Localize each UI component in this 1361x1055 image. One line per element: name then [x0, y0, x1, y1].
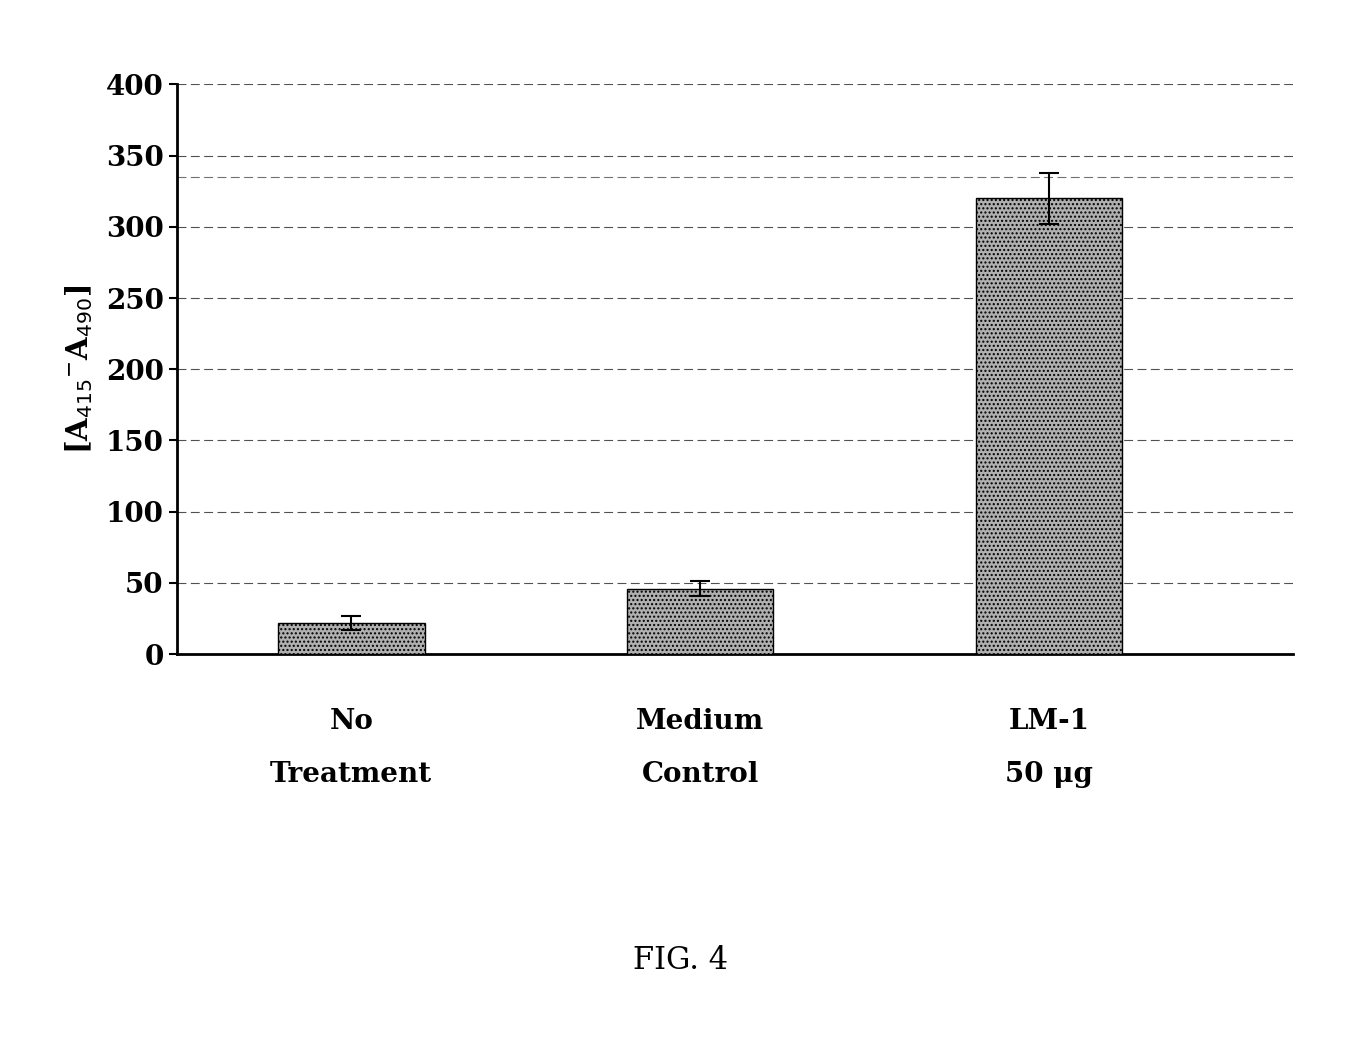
Text: LM-1: LM-1: [1009, 708, 1089, 735]
Text: Treatment: Treatment: [271, 761, 433, 788]
Text: 50 μg: 50 μg: [1004, 761, 1093, 788]
Bar: [627, 589, 773, 654]
Y-axis label: [A$_{415}$$^{-}$A$_{490}$]: [A$_{415}$$^{-}$A$_{490}$]: [63, 285, 95, 454]
Text: FIG. 4: FIG. 4: [633, 944, 728, 976]
Bar: [976, 198, 1121, 654]
Bar: [278, 622, 425, 654]
Text: Control: Control: [641, 761, 758, 788]
Text: No: No: [329, 708, 373, 735]
Text: Medium: Medium: [636, 708, 764, 735]
